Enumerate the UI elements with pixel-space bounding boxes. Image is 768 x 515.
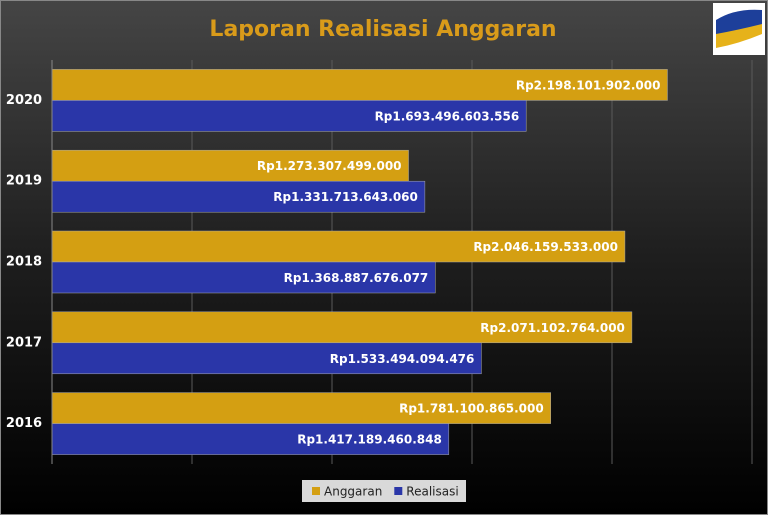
bar bbox=[51, 423, 450, 455]
legend-swatch bbox=[394, 487, 403, 495]
chart-title: Laporan Realisasi Anggaran bbox=[209, 17, 556, 42]
bar bbox=[51, 149, 409, 182]
bar bbox=[51, 261, 436, 294]
data-label: Rp2.046.159.533.000 bbox=[473, 240, 618, 254]
legend: Anggaran Realisasi bbox=[302, 480, 466, 502]
bar bbox=[51, 100, 527, 132]
y-tick-label: 2019 bbox=[6, 174, 42, 189]
data-label: Rp1.533.494.094.476 bbox=[330, 352, 475, 366]
bar bbox=[51, 180, 426, 213]
y-tick-label: 2018 bbox=[6, 255, 42, 270]
data-label: Rp1.781.100.865.000 bbox=[399, 402, 544, 416]
data-label: Rp1.368.887.676.077 bbox=[284, 271, 429, 285]
legend-swatch bbox=[312, 487, 320, 495]
legend-label: Realisasi bbox=[406, 485, 458, 499]
y-tick-label: 2016 bbox=[6, 416, 42, 431]
logo bbox=[713, 3, 765, 55]
data-label: Rp1.693.496.603.556 bbox=[375, 109, 520, 123]
data-label: Rp1.273.307.499.000 bbox=[257, 159, 402, 173]
bar bbox=[51, 311, 633, 344]
bar bbox=[51, 69, 668, 101]
y-tick-label: 2020 bbox=[6, 93, 42, 108]
data-label: Rp2.198.101.902.000 bbox=[516, 78, 661, 92]
bar bbox=[51, 342, 482, 375]
data-label: Rp1.331.713.643.060 bbox=[273, 190, 418, 204]
bar bbox=[51, 392, 551, 424]
legend-box bbox=[302, 480, 466, 502]
bar bbox=[51, 230, 626, 263]
data-label: Rp2.071.102.764.000 bbox=[480, 321, 625, 335]
legend-label: Anggaran bbox=[324, 485, 382, 499]
y-tick-label: 2017 bbox=[6, 335, 42, 350]
data-label: Rp1.417.189.460.848 bbox=[297, 433, 442, 447]
